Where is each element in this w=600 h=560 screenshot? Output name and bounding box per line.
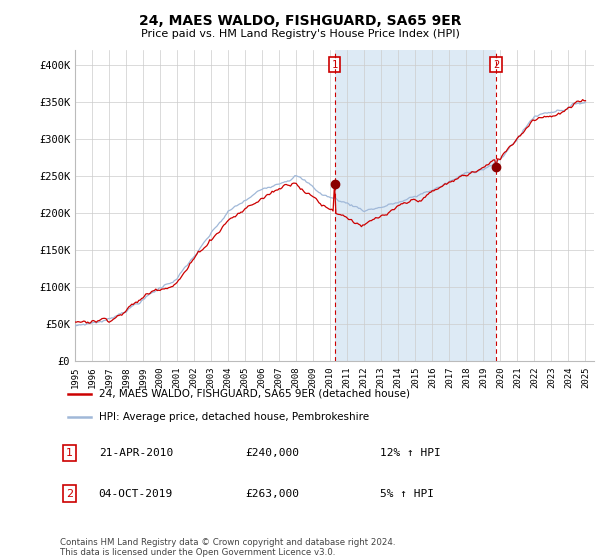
Text: 1: 1 (66, 448, 73, 458)
Text: HPI: Average price, detached house, Pembrokeshire: HPI: Average price, detached house, Pemb… (98, 412, 369, 422)
Text: 5% ↑ HPI: 5% ↑ HPI (380, 488, 434, 498)
Text: £240,000: £240,000 (246, 448, 300, 458)
Bar (335, 50, 496, 361)
Text: 2: 2 (493, 60, 499, 70)
Text: 04-OCT-2019: 04-OCT-2019 (98, 488, 173, 498)
Text: 24, MAES WALDO, FISHGUARD, SA65 9ER (detached house): 24, MAES WALDO, FISHGUARD, SA65 9ER (det… (98, 389, 410, 399)
Text: Contains HM Land Registry data © Crown copyright and database right 2024.
This d: Contains HM Land Registry data © Crown c… (60, 538, 395, 557)
Text: 24, MAES WALDO, FISHGUARD, SA65 9ER: 24, MAES WALDO, FISHGUARD, SA65 9ER (139, 14, 461, 28)
Text: 12% ↑ HPI: 12% ↑ HPI (380, 448, 440, 458)
Text: Price paid vs. HM Land Registry's House Price Index (HPI): Price paid vs. HM Land Registry's House … (140, 29, 460, 39)
Text: 1: 1 (331, 60, 338, 70)
Text: 2: 2 (66, 488, 73, 498)
Text: £263,000: £263,000 (246, 488, 300, 498)
Text: 21-APR-2010: 21-APR-2010 (98, 448, 173, 458)
